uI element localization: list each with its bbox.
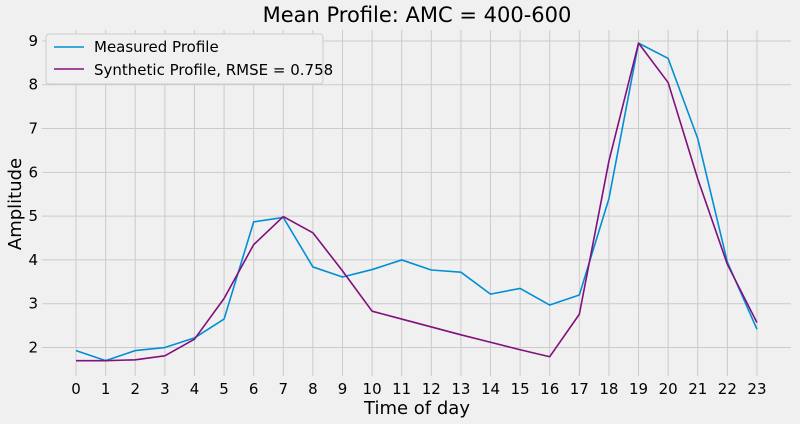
x-tick-label: 18 bbox=[599, 380, 618, 398]
x-tick-label: 14 bbox=[481, 380, 500, 398]
x-tick-label: 9 bbox=[338, 380, 348, 398]
x-tick-label: 0 bbox=[71, 380, 81, 398]
x-tick-label: 16 bbox=[540, 380, 559, 398]
x-tick-label: 13 bbox=[451, 380, 470, 398]
x-tick-label: 8 bbox=[308, 380, 318, 398]
y-tick-label: 3 bbox=[28, 295, 38, 313]
legend: Measured Profile Synthetic Profile, RMSE… bbox=[45, 33, 333, 85]
y-tick-label: 5 bbox=[28, 207, 38, 225]
y-tick-label: 4 bbox=[28, 251, 38, 269]
x-tick-label: 23 bbox=[747, 380, 766, 398]
x-tick-label: 12 bbox=[422, 380, 441, 398]
x-tick-label: 7 bbox=[279, 380, 289, 398]
x-tick-label: 5 bbox=[219, 380, 229, 398]
grid bbox=[42, 30, 791, 376]
y-tick-label: 2 bbox=[28, 339, 38, 357]
y-tick-label: 9 bbox=[28, 32, 38, 50]
x-tick-label: 3 bbox=[160, 380, 170, 398]
y-tick-label: 7 bbox=[28, 120, 38, 138]
x-tick-label: 6 bbox=[249, 380, 259, 398]
x-tick-labels: 0 1 2 3 4 5 6 7 8 9 10 11 12 13 14 15 16 17 18 19 20 21 22 23 bbox=[71, 380, 766, 398]
x-tick-label: 2 bbox=[130, 380, 140, 398]
chart-title: Mean Profile: AMC = 400-600 bbox=[263, 3, 572, 27]
x-tick-label: 20 bbox=[659, 380, 678, 398]
legend-label-measured: Measured Profile bbox=[94, 38, 219, 56]
legend-label-synthetic: Synthetic Profile, RMSE = 0.758 bbox=[94, 61, 333, 79]
y-tick-label: 6 bbox=[28, 163, 38, 181]
y-tick-label: 8 bbox=[28, 76, 38, 94]
series-lines bbox=[75, 42, 758, 362]
x-tick-label: 19 bbox=[629, 380, 648, 398]
legend-box bbox=[45, 33, 324, 85]
series-line-measured bbox=[75, 42, 758, 362]
y-axis-title: Amplitude bbox=[5, 158, 26, 250]
x-tick-label: 15 bbox=[511, 380, 530, 398]
y-tick-labels: 2 3 4 5 6 7 8 9 bbox=[28, 32, 38, 357]
x-tick-label: 4 bbox=[190, 380, 200, 398]
x-tick-label: 1 bbox=[101, 380, 111, 398]
x-tick-label: 17 bbox=[570, 380, 589, 398]
series-line-synthetic bbox=[76, 42, 758, 362]
x-tick-label: 22 bbox=[718, 380, 737, 398]
x-tick-label: 11 bbox=[392, 380, 411, 398]
x-tick-label: 21 bbox=[688, 380, 707, 398]
x-tick-label: 10 bbox=[363, 380, 382, 398]
x-axis-title: Time of day bbox=[363, 398, 470, 419]
